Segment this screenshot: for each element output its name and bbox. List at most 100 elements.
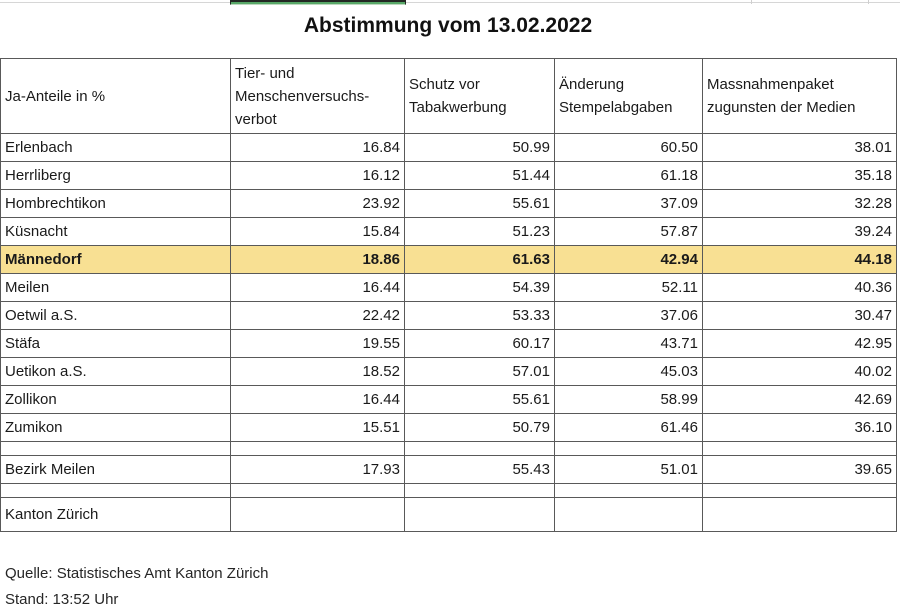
value-cell[interactable]	[230, 483, 405, 498]
value-cell[interactable]: 40.02	[702, 357, 897, 386]
value-cell[interactable]: 43.71	[554, 329, 703, 358]
value-cell[interactable]: 37.09	[554, 189, 703, 218]
row-label-cell[interactable]: Kanton Zürich	[0, 497, 231, 532]
row-label-cell[interactable]: Stäfa	[0, 329, 231, 358]
table-header: Ja-Anteile in % Tier- und Menschenversuc…	[0, 58, 897, 134]
value-cell[interactable]	[702, 441, 897, 456]
value-cell[interactable]: 32.28	[702, 189, 897, 218]
value-cell[interactable]: 38.01	[702, 133, 897, 162]
value-cell[interactable]: 16.12	[230, 161, 405, 190]
header-ja-anteile[interactable]: Ja-Anteile in %	[0, 58, 231, 134]
source-note: Quelle: Statistisches Amt Kanton Zürich	[5, 565, 269, 582]
value-cell[interactable]: 45.03	[554, 357, 703, 386]
status-note: Stand: 13:52 Uhr	[5, 591, 119, 608]
value-cell[interactable]: 51.23	[404, 217, 555, 246]
table-row: Oetwil a.S. 22.42 53.33 37.06 30.47	[0, 301, 897, 330]
value-cell[interactable]: 57.87	[554, 217, 703, 246]
table-row: Zumikon 15.51 50.79 61.46 36.10	[0, 413, 897, 442]
row-label-cell[interactable]: Männedorf	[0, 245, 231, 274]
table-row: Kanton Zürich	[0, 497, 897, 532]
row-label-cell[interactable]	[0, 441, 231, 456]
value-cell[interactable]: 37.06	[554, 301, 703, 330]
value-cell[interactable]: 42.95	[702, 329, 897, 358]
value-cell[interactable]	[554, 483, 703, 498]
value-cell[interactable]	[554, 441, 703, 456]
value-cell[interactable]: 44.18	[702, 245, 897, 274]
row-label-cell[interactable]: Küsnacht	[0, 217, 231, 246]
header-tabakwerbung[interactable]: Schutz vor Tabakwerbung	[404, 58, 555, 134]
value-cell[interactable]	[404, 483, 555, 498]
value-cell[interactable]: 16.44	[230, 273, 405, 302]
header-stempelabgaben[interactable]: Änderung Stempelabgaben	[554, 58, 703, 134]
table-row: Uetikon a.S. 18.52 57.01 45.03 40.02	[0, 357, 897, 386]
spacer-row	[0, 483, 897, 498]
results-table: Ja-Anteile in % Tier- und Menschenversuc…	[0, 58, 897, 532]
row-label-cell[interactable]: Uetikon a.S.	[0, 357, 231, 386]
sheet-gridline-tick	[868, 0, 869, 4]
value-cell[interactable]: 30.47	[702, 301, 897, 330]
value-cell[interactable]: 60.17	[404, 329, 555, 358]
value-cell[interactable]: 17.93	[230, 455, 405, 484]
value-cell[interactable]: 18.52	[230, 357, 405, 386]
table-row: Küsnacht 15.84 51.23 57.87 39.24	[0, 217, 897, 246]
value-cell[interactable]: 61.63	[404, 245, 555, 274]
chart-bar-fragment	[230, 0, 406, 5]
value-cell[interactable]: 15.51	[230, 413, 405, 442]
value-cell[interactable]	[404, 497, 555, 532]
page-title: Abstimmung vom 13.02.2022	[303, 14, 593, 37]
row-label-cell[interactable]: Oetwil a.S.	[0, 301, 231, 330]
results-table-body: Erlenbach 16.84 50.99 60.50 38.01 Herrliberg 1…	[0, 133, 897, 532]
value-cell[interactable]: 39.24	[702, 217, 897, 246]
value-cell[interactable]: 42.69	[702, 385, 897, 414]
value-cell[interactable]: 39.65	[702, 455, 897, 484]
value-cell[interactable]	[702, 497, 897, 532]
header-row: Ja-Anteile in % Tier- und Menschenversuc…	[0, 58, 897, 134]
table-row: Hombrechtikon 23.92 55.61 37.09 32.28	[0, 189, 897, 218]
value-cell[interactable]: 55.43	[404, 455, 555, 484]
value-cell[interactable]: 54.39	[404, 273, 555, 302]
value-cell[interactable]: 61.46	[554, 413, 703, 442]
value-cell[interactable]: 15.84	[230, 217, 405, 246]
sheet-gridline-tick	[751, 0, 752, 4]
value-cell[interactable]: 18.86	[230, 245, 405, 274]
value-cell[interactable]: 16.84	[230, 133, 405, 162]
value-cell[interactable]: 50.99	[404, 133, 555, 162]
value-cell[interactable]	[554, 497, 703, 532]
table-row: Meilen 16.44 54.39 52.11 40.36	[0, 273, 897, 302]
header-medienpaket[interactable]: Massnahmenpaket zugunsten der Medien	[702, 58, 897, 134]
value-cell[interactable]: 22.42	[230, 301, 405, 330]
row-label-cell[interactable]: Hombrechtikon	[0, 189, 231, 218]
value-cell[interactable]: 51.01	[554, 455, 703, 484]
row-label-cell[interactable]: Herrliberg	[0, 161, 231, 190]
value-cell[interactable]	[702, 483, 897, 498]
value-cell[interactable]: 55.61	[404, 385, 555, 414]
value-cell[interactable]	[230, 497, 405, 532]
value-cell[interactable]	[230, 441, 405, 456]
value-cell[interactable]: 19.55	[230, 329, 405, 358]
value-cell[interactable]	[404, 441, 555, 456]
value-cell[interactable]: 58.99	[554, 385, 703, 414]
value-cell[interactable]: 61.18	[554, 161, 703, 190]
row-label-cell[interactable]: Meilen	[0, 273, 231, 302]
value-cell[interactable]: 23.92	[230, 189, 405, 218]
row-label-cell[interactable]: Bezirk Meilen	[0, 455, 231, 484]
value-cell[interactable]: 60.50	[554, 133, 703, 162]
value-cell[interactable]: 36.10	[702, 413, 897, 442]
value-cell[interactable]: 42.94	[554, 245, 703, 274]
value-cell[interactable]: 57.01	[404, 357, 555, 386]
value-cell[interactable]: 40.36	[702, 273, 897, 302]
value-cell[interactable]: 51.44	[404, 161, 555, 190]
row-label-cell[interactable]	[0, 483, 231, 498]
row-label-cell[interactable]: Zollikon	[0, 385, 231, 414]
value-cell[interactable]: 52.11	[554, 273, 703, 302]
header-tierversuchsverbot[interactable]: Tier- und Menschenversuchs-verbot	[230, 58, 405, 134]
row-label-cell[interactable]: Erlenbach	[0, 133, 231, 162]
value-cell[interactable]: 53.33	[404, 301, 555, 330]
row-label-cell[interactable]: Zumikon	[0, 413, 231, 442]
value-cell[interactable]: 55.61	[404, 189, 555, 218]
footer: Quelle: Statistisches Amt Kanton Zürich …	[5, 565, 268, 614]
value-cell[interactable]: 35.18	[702, 161, 897, 190]
value-cell[interactable]: 16.44	[230, 385, 405, 414]
value-cell[interactable]: 50.79	[404, 413, 555, 442]
